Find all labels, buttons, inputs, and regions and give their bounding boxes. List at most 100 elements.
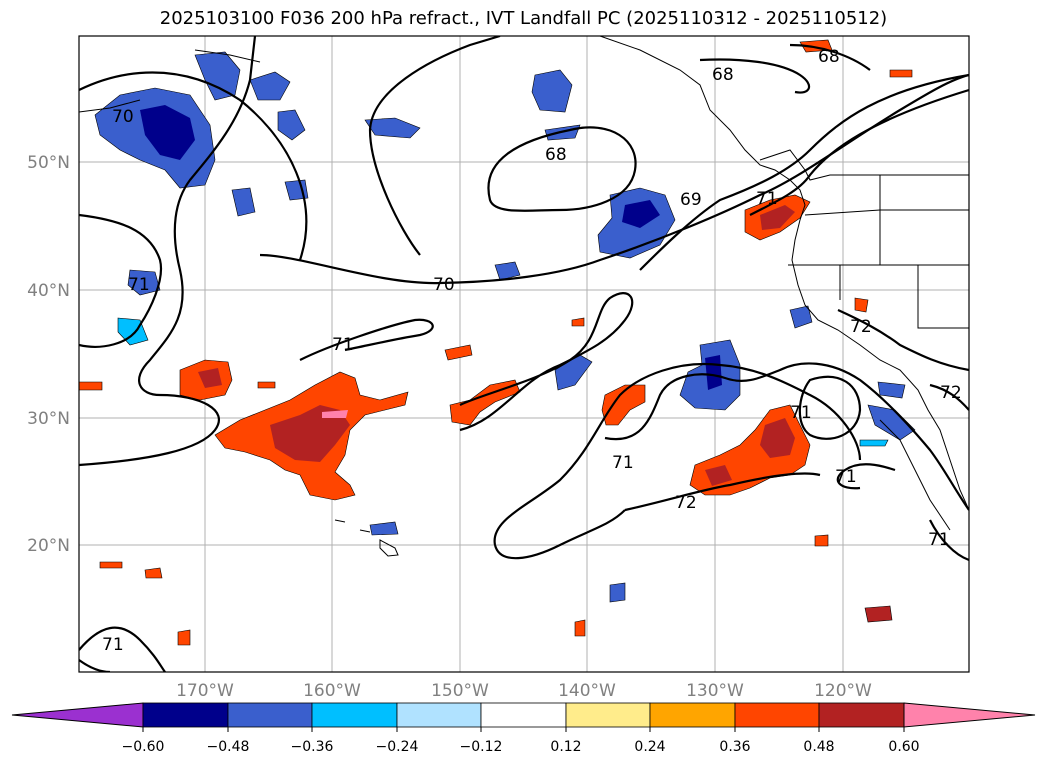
shade-darkblue-aleutian bbox=[140, 105, 195, 160]
colorbar-segment-3 bbox=[311, 702, 398, 728]
contour-68-a bbox=[487, 126, 637, 212]
contour-label-71-far-se: 71 bbox=[928, 530, 950, 550]
colorbar-tick-label-7: 0.36 bbox=[719, 739, 750, 755]
shade-orange-b bbox=[444, 344, 473, 361]
shade-red-d2 bbox=[705, 465, 732, 486]
plot-title: 2025103100 F036 200 hPa refract., IVT La… bbox=[159, 8, 888, 29]
shade-red-e bbox=[760, 205, 795, 230]
contour-72-c bbox=[493, 509, 626, 560]
shade-orange-p bbox=[257, 381, 276, 389]
shade-blue-k bbox=[494, 261, 521, 281]
coastline-alaska bbox=[599, 36, 969, 511]
shade-blue-o bbox=[867, 404, 916, 441]
colorbar-tick-label-5: 0.12 bbox=[550, 739, 581, 755]
shade-red-central bbox=[270, 405, 350, 462]
colorbar-tick-label-8: 0.48 bbox=[803, 739, 834, 755]
shade-orange-l bbox=[99, 561, 123, 569]
contour-70-b bbox=[259, 73, 969, 285]
contour-label-72-east: 72 bbox=[850, 317, 872, 337]
contour-label-68-mid: 68 bbox=[545, 145, 567, 165]
colorbar-tick-label-2: −0.36 bbox=[291, 739, 334, 755]
colorbar-tick-label-4: −0.12 bbox=[460, 739, 503, 755]
colorbar-ticks bbox=[142, 727, 905, 732]
contour-label-69: 69 bbox=[680, 190, 702, 210]
lon-label-170w: 170°W bbox=[176, 681, 234, 701]
colorbar-segment-8 bbox=[734, 702, 820, 728]
hawaii bbox=[334, 519, 399, 557]
contour-71-a bbox=[79, 36, 257, 467]
lat-label-40n: 40°N bbox=[27, 281, 70, 301]
map-background bbox=[79, 36, 969, 672]
contour-label-72-far-east: 72 bbox=[940, 383, 962, 403]
shade-orange-o bbox=[571, 317, 585, 327]
shade-blue-c bbox=[364, 117, 421, 139]
colorbar-segment-7 bbox=[649, 702, 736, 728]
shade-pink-central bbox=[322, 410, 348, 418]
contour-label-70-nw: 70 bbox=[112, 107, 134, 127]
lon-label-130w: 130°W bbox=[686, 681, 744, 701]
contour-label-71-ne: 71 bbox=[756, 189, 778, 209]
shade-blue-b bbox=[277, 109, 306, 141]
contour-71-d bbox=[604, 362, 969, 511]
shade-orange-g bbox=[889, 69, 913, 78]
coastline-canada bbox=[759, 149, 969, 181]
contour-labels: 70 68 68 68 69 71 70 71 71 72 71 72 72 7… bbox=[102, 47, 962, 655]
colorbar-tick-label-0: −0.60 bbox=[122, 739, 165, 755]
longitude-labels: 170°W 160°W 150°W 140°W 130°W 120°W bbox=[176, 681, 872, 701]
colorbar-tick-label-3: −0.24 bbox=[376, 739, 419, 755]
contour-label-71-center: 71 bbox=[612, 453, 634, 473]
colorbar-tick-label-1: −0.48 bbox=[207, 739, 250, 755]
negative-anomaly-shading bbox=[94, 51, 916, 603]
contour-72-f bbox=[929, 383, 969, 411]
shade-darkblue-f bbox=[622, 200, 660, 228]
lon-label-140w: 140°W bbox=[558, 681, 616, 701]
contour-label-71-ring: 71 bbox=[790, 403, 812, 423]
coastline-baja bbox=[879, 419, 951, 531]
colorbar-extend-left bbox=[11, 702, 144, 728]
shade-blue-s bbox=[859, 439, 889, 447]
colorbar-segment-9 bbox=[818, 702, 905, 728]
colorbar-segment-5 bbox=[480, 702, 567, 728]
border-states bbox=[788, 175, 969, 329]
lat-label-50n: 50°N bbox=[27, 153, 70, 173]
contour-71-c bbox=[459, 292, 634, 432]
lat-label-30n: 30°N bbox=[27, 409, 70, 429]
contour-71-i bbox=[929, 519, 969, 562]
shade-blue-d bbox=[531, 69, 573, 113]
contour-68-c bbox=[789, 43, 871, 71]
contour-label-68-ne: 68 bbox=[818, 47, 840, 67]
contour-68-b bbox=[699, 58, 811, 94]
contour-71-e bbox=[836, 463, 896, 490]
shade-red-west bbox=[198, 368, 222, 388]
colorbar: −0.60 −0.48 −0.36 −0.24 −0.12 0.12 0.24 … bbox=[11, 702, 1036, 755]
colorbar-segment-2 bbox=[227, 702, 313, 728]
shade-darkblue-m bbox=[705, 355, 722, 390]
contour-71-b bbox=[299, 318, 434, 361]
contour-label-71-west: 71 bbox=[332, 335, 354, 355]
contour-72-e bbox=[837, 308, 969, 372]
lon-label-160w: 160°W bbox=[303, 681, 361, 701]
contour-label-71-far-west: 71 bbox=[128, 275, 150, 295]
shade-blue-q bbox=[369, 521, 399, 536]
shade-orange-150 bbox=[449, 379, 521, 426]
shade-blue-a bbox=[249, 71, 291, 101]
contour-label-70-center: 70 bbox=[433, 275, 455, 295]
shade-orange-q bbox=[574, 619, 586, 637]
lon-label-120w: 120°W bbox=[814, 681, 872, 701]
shade-blue-i bbox=[127, 269, 161, 296]
contour-label-71-se: 71 bbox=[835, 467, 857, 487]
map-frame bbox=[78, 35, 970, 673]
lat-label-20n: 20°N bbox=[27, 536, 70, 556]
coastlines bbox=[79, 36, 969, 557]
lon-label-150w: 150°W bbox=[431, 681, 489, 701]
shade-blue-n bbox=[789, 305, 813, 329]
colorbar-extend-right bbox=[903, 702, 1036, 728]
shade-orange-n bbox=[177, 629, 191, 646]
colorbar-segment-4 bbox=[396, 702, 482, 728]
shade-blue-nw bbox=[194, 51, 241, 101]
shade-orange-h bbox=[79, 381, 103, 391]
shade-orange-k bbox=[144, 567, 163, 579]
colorbar-segment-6 bbox=[565, 702, 651, 728]
contour-label-72-center: 72 bbox=[675, 493, 697, 513]
